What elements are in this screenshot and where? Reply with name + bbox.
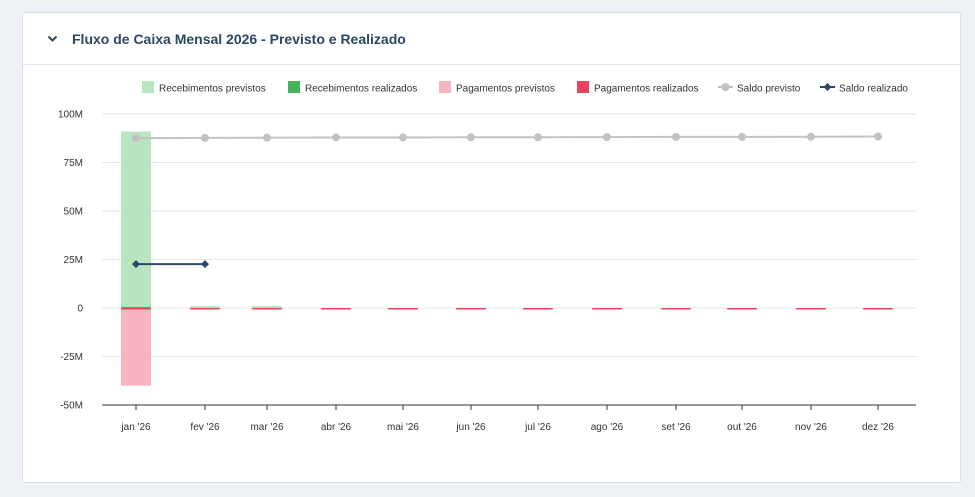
x-tick-label: dez '26 [862, 422, 894, 433]
legend-swatch [823, 83, 832, 91]
point-saldo-realizado [201, 260, 209, 269]
bar-pagamentos-realizados [321, 308, 351, 310]
y-tick-label: -50M [60, 401, 83, 412]
point-saldo-previsto [738, 132, 746, 141]
bar-pagamentos-realizados [727, 308, 757, 310]
bar-pagamentos-realizados [661, 308, 691, 310]
bar-pagamentos-realizados [796, 308, 826, 310]
bar-pagamentos-realizados [592, 308, 622, 310]
legend-swatch [577, 81, 589, 93]
chevron-down-icon[interactable] [45, 32, 59, 46]
bar-pagamentos-previstos [121, 308, 151, 386]
y-tick-label: 75M [64, 158, 83, 169]
legend-label[interactable]: Pagamentos realizados [594, 84, 699, 95]
x-tick-label: mai '26 [387, 422, 419, 433]
bar-recebimentos-previstos [121, 131, 151, 308]
point-saldo-previsto [263, 133, 271, 142]
point-saldo-previsto [534, 133, 542, 142]
x-tick-label: mar '26 [250, 422, 283, 433]
bar-pagamentos-realizados [252, 308, 282, 310]
bar-pagamentos-realizados [523, 308, 553, 310]
line-saldo-previsto [135, 135, 879, 140]
x-tick-label: set '26 [661, 422, 691, 433]
x-tick-label: ago '26 [591, 422, 624, 433]
bar-pagamentos-realizados [388, 308, 418, 310]
bar-pagamentos-realizados [190, 308, 220, 310]
legend-label[interactable]: Pagamentos previstos [456, 84, 555, 95]
point-saldo-previsto [399, 133, 407, 142]
point-saldo-previsto [201, 133, 209, 142]
y-tick-label: -25M [60, 352, 83, 363]
bar-pagamentos-realizados [121, 308, 151, 310]
bar-recebimentos-previstos [190, 306, 220, 308]
legend-swatch [142, 81, 154, 93]
legend-label[interactable]: Saldo previsto [737, 84, 801, 95]
bar-pagamentos-realizados [456, 308, 486, 310]
legend-label[interactable]: Recebimentos realizados [305, 84, 417, 95]
point-saldo-previsto [874, 132, 882, 141]
card-title: Fluxo de Caixa Mensal 2026 - Previsto e … [72, 30, 406, 47]
x-tick-label: jun '26 [455, 422, 486, 433]
y-tick-label: 100M [58, 110, 83, 121]
point-saldo-previsto [603, 133, 611, 142]
legend-swatch [288, 81, 300, 93]
x-tick-label: jul '26 [524, 422, 551, 433]
y-tick-label: 25M [64, 255, 83, 266]
x-tick-label: out '26 [727, 422, 757, 433]
x-tick-label: abr '26 [321, 422, 352, 433]
legend-swatch [721, 83, 730, 91]
y-tick-label: 50M [64, 207, 83, 218]
x-tick-label: nov '26 [795, 422, 827, 433]
point-saldo-previsto [807, 132, 815, 141]
point-saldo-realizado [132, 260, 140, 269]
bar-recebimentos-realizados [121, 306, 151, 309]
point-saldo-previsto [132, 134, 140, 143]
legend-label[interactable]: Saldo realizado [839, 84, 908, 95]
legend-label[interactable]: Recebimentos previstos [159, 84, 266, 95]
card-header[interactable]: Fluxo de Caixa Mensal 2026 - Previsto e … [23, 13, 960, 65]
bar-recebimentos-previstos [252, 306, 282, 308]
legend-swatch [439, 81, 451, 93]
bar-pagamentos-realizados [863, 308, 893, 310]
point-saldo-previsto [672, 132, 680, 141]
point-saldo-previsto [332, 133, 340, 142]
point-saldo-previsto [467, 133, 475, 142]
x-tick-label: jan '26 [120, 422, 151, 433]
y-tick-label: 0 [77, 304, 83, 315]
x-tick-label: fev '26 [190, 422, 220, 433]
